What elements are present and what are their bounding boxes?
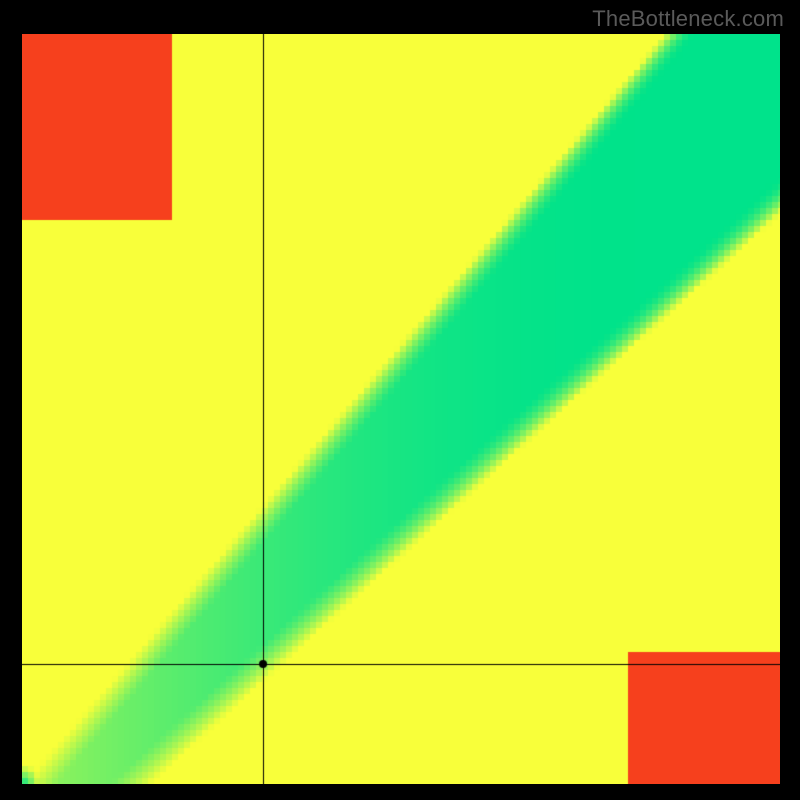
watermark-text: TheBottleneck.com: [592, 6, 784, 32]
figure-stage: TheBottleneck.com: [0, 0, 800, 800]
heatmap-canvas: [22, 34, 780, 784]
